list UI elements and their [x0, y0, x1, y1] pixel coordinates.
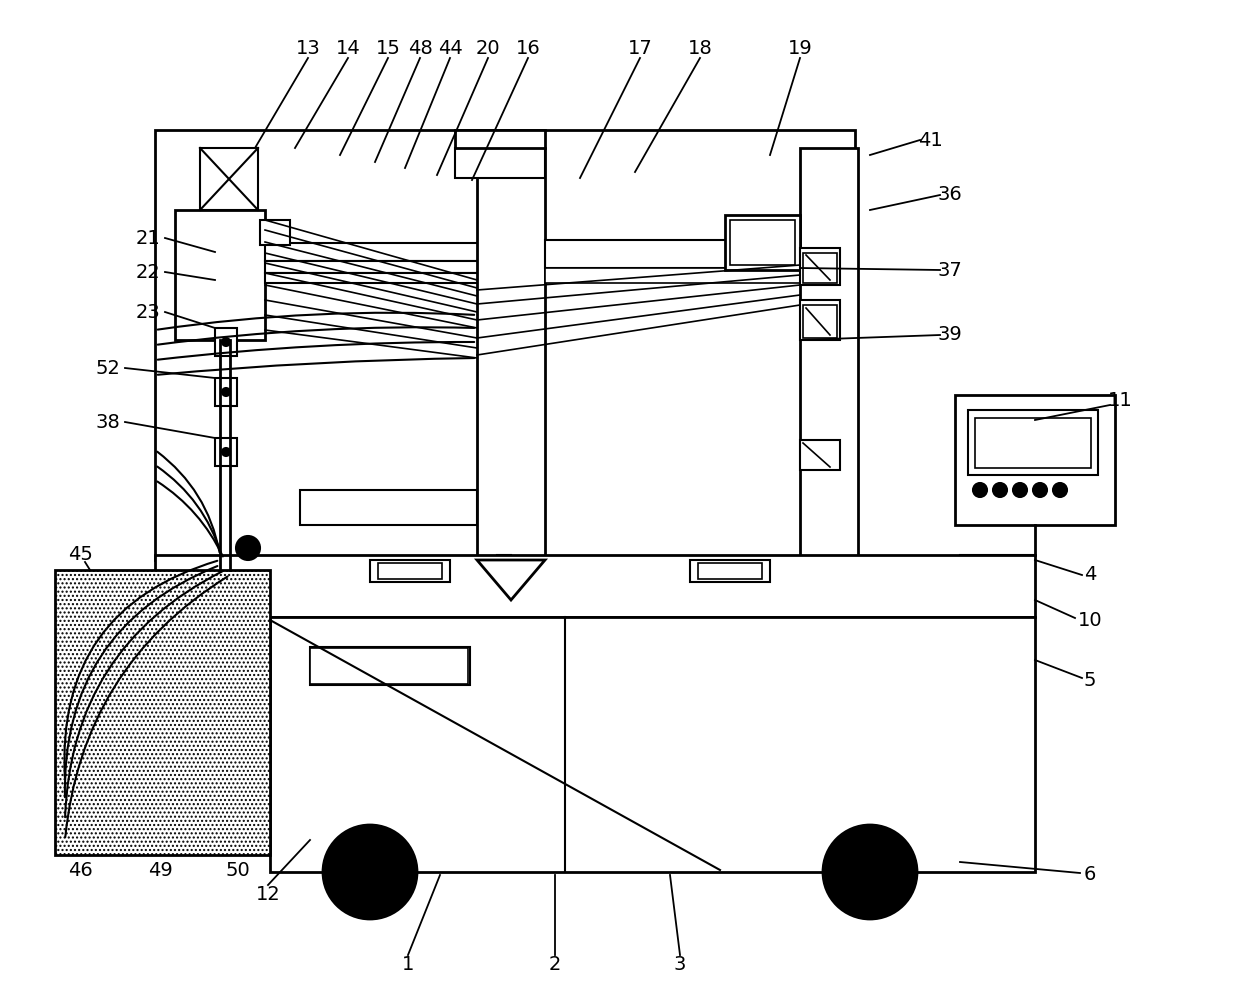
Bar — [968, 410, 1097, 475]
Text: 13: 13 — [295, 38, 320, 57]
Bar — [800, 148, 858, 560]
Bar — [260, 220, 290, 245]
Circle shape — [1053, 483, 1066, 497]
Bar — [698, 563, 763, 579]
Text: 45: 45 — [68, 545, 93, 564]
Bar — [725, 215, 800, 270]
Bar — [265, 273, 500, 283]
Bar — [215, 378, 237, 406]
Text: 38: 38 — [95, 412, 120, 431]
Bar — [689, 560, 770, 582]
Bar — [370, 560, 450, 582]
Text: 20: 20 — [476, 38, 500, 57]
Bar — [955, 395, 1115, 525]
Bar — [800, 248, 839, 285]
Circle shape — [236, 536, 260, 560]
Text: 3: 3 — [673, 956, 686, 975]
Text: 37: 37 — [937, 260, 962, 279]
Bar — [455, 130, 546, 148]
Text: 44: 44 — [438, 38, 463, 57]
Bar — [730, 220, 795, 265]
Text: 49: 49 — [148, 861, 172, 880]
Bar — [200, 148, 258, 210]
Bar — [804, 253, 837, 283]
Circle shape — [973, 483, 987, 497]
Text: 41: 41 — [918, 130, 942, 149]
Circle shape — [848, 850, 892, 894]
Bar — [265, 261, 500, 273]
Bar — [800, 300, 839, 340]
Bar — [804, 305, 837, 338]
Text: 21: 21 — [135, 229, 160, 248]
Bar — [975, 418, 1091, 468]
Circle shape — [823, 825, 918, 919]
Text: 15: 15 — [376, 38, 401, 57]
Bar — [800, 440, 839, 470]
Bar — [215, 438, 237, 466]
Text: 17: 17 — [627, 38, 652, 57]
Bar — [378, 563, 441, 579]
Text: 1: 1 — [402, 956, 414, 975]
Circle shape — [222, 388, 229, 396]
Bar — [241, 555, 255, 573]
Bar — [497, 555, 511, 569]
Text: 2: 2 — [549, 956, 562, 975]
Circle shape — [322, 825, 417, 919]
Circle shape — [222, 338, 229, 346]
Bar — [155, 555, 1035, 617]
Text: 50: 50 — [226, 861, 250, 880]
Text: 10: 10 — [1078, 611, 1102, 630]
Bar — [546, 240, 856, 268]
Bar — [155, 130, 856, 560]
Text: 36: 36 — [937, 185, 962, 205]
Circle shape — [1013, 483, 1027, 497]
Circle shape — [1033, 483, 1047, 497]
Text: 12: 12 — [255, 885, 280, 904]
Text: 6: 6 — [1084, 866, 1096, 884]
Bar — [300, 490, 477, 525]
Text: 48: 48 — [408, 38, 433, 57]
Text: 5: 5 — [1084, 670, 1096, 689]
Text: 52: 52 — [95, 359, 120, 378]
Circle shape — [348, 850, 392, 894]
Bar — [215, 328, 237, 356]
Bar — [310, 648, 467, 684]
Text: 4: 4 — [1084, 565, 1096, 585]
Bar — [175, 210, 265, 340]
Bar — [270, 617, 1035, 872]
Text: 23: 23 — [135, 302, 160, 322]
Bar — [477, 148, 546, 560]
Text: 19: 19 — [787, 38, 812, 57]
Circle shape — [222, 448, 229, 456]
Polygon shape — [477, 560, 546, 600]
Text: 46: 46 — [68, 861, 92, 880]
Bar — [55, 570, 270, 855]
Text: 16: 16 — [516, 38, 541, 57]
Bar — [265, 243, 500, 261]
Text: 11: 11 — [1107, 390, 1132, 409]
Text: 39: 39 — [937, 326, 962, 345]
Bar — [310, 647, 470, 685]
Text: 22: 22 — [135, 262, 160, 281]
Circle shape — [993, 483, 1007, 497]
Bar — [546, 268, 856, 283]
Text: 18: 18 — [688, 38, 712, 57]
Text: 14: 14 — [336, 38, 361, 57]
Bar — [455, 148, 546, 178]
